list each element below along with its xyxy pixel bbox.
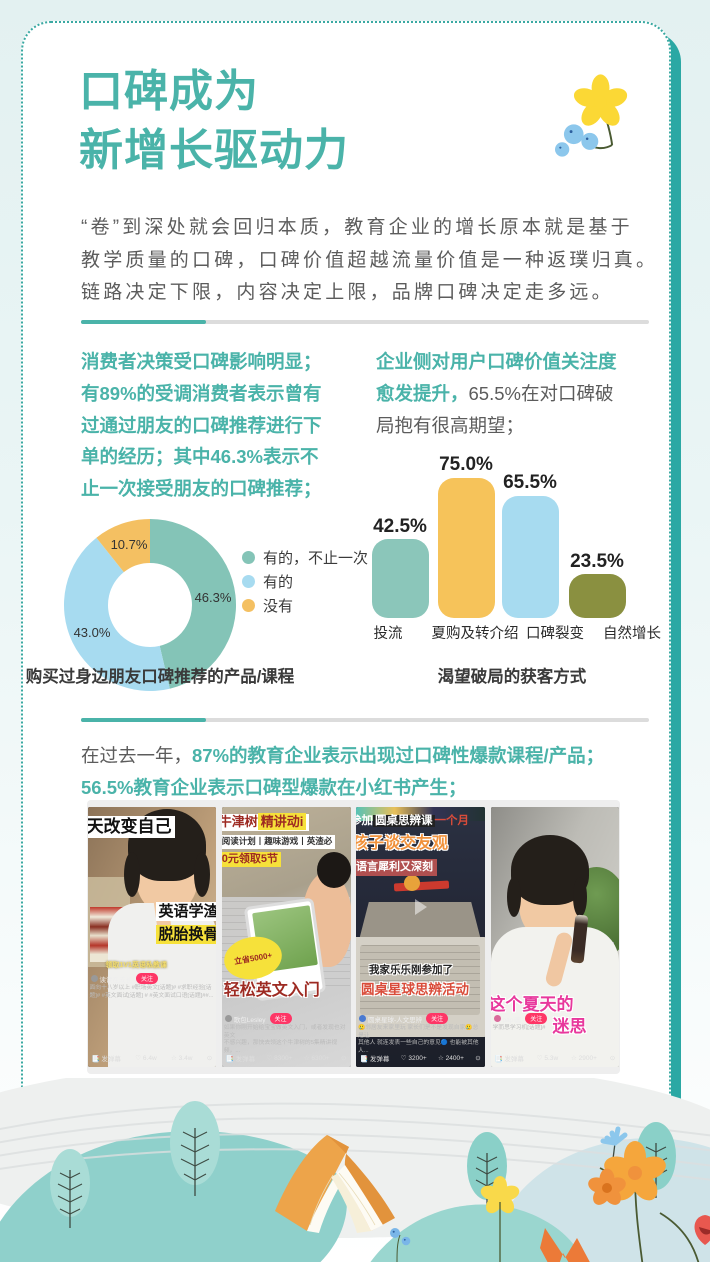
svg-text:10.7%: 10.7% <box>111 537 148 552</box>
svg-text:46.3%: 46.3% <box>195 590 232 605</box>
svg-text:43.0%: 43.0% <box>74 625 111 640</box>
